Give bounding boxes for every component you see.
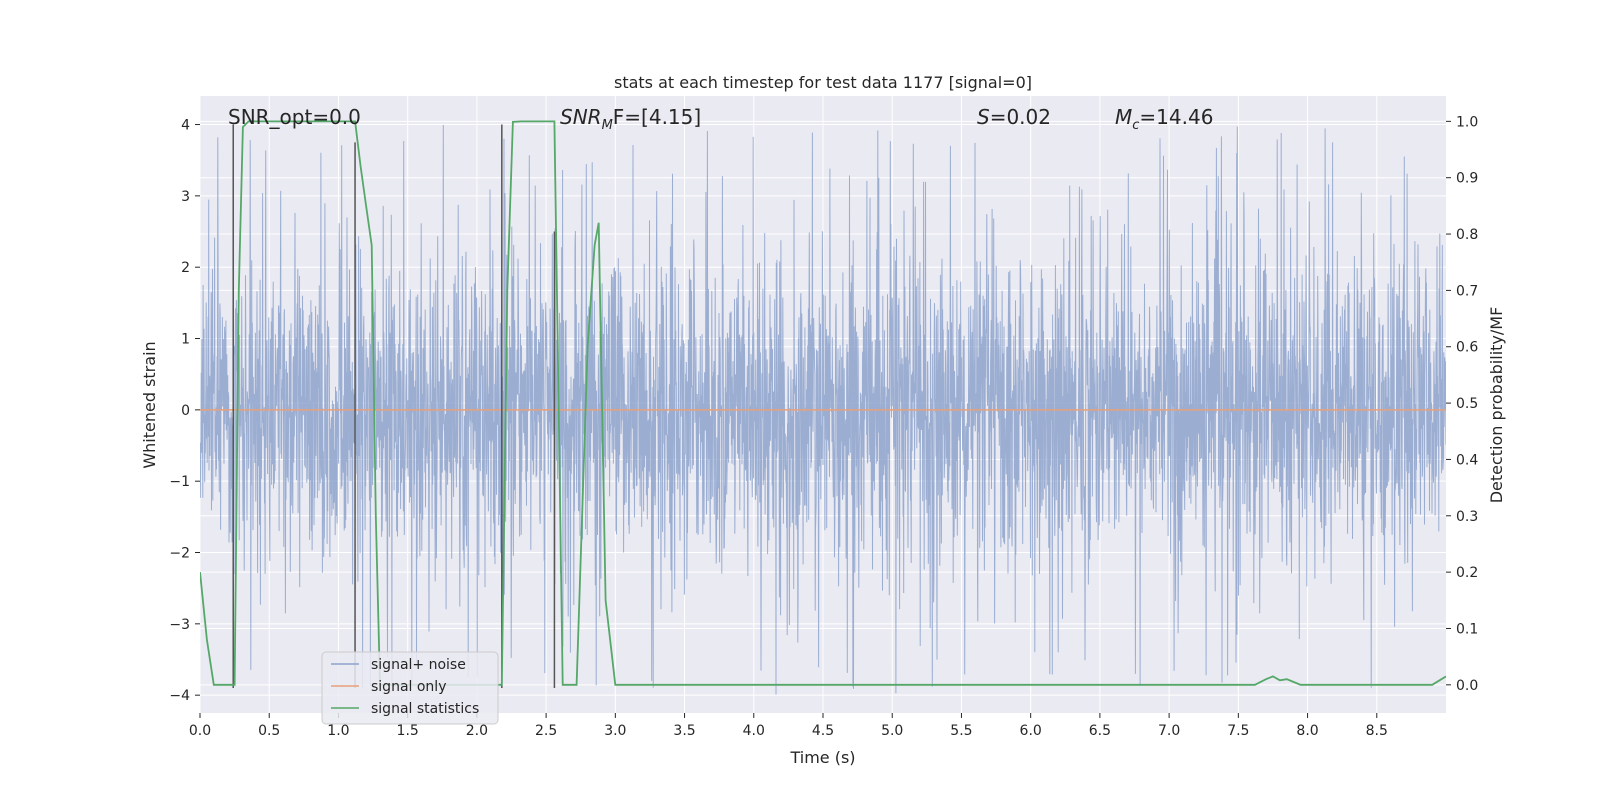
legend-entry-noise: signal+ noise	[371, 657, 466, 673]
y-right-tick-label: 0.0	[1456, 678, 1478, 694]
legend: signal+ noise signal only signal statist…	[321, 651, 499, 725]
y-tick-label: −3	[169, 617, 190, 633]
x-tick-label: 0.0	[189, 723, 211, 739]
x-tick-label: 3.5	[673, 723, 695, 739]
y-tick-label: −4	[169, 688, 190, 704]
snr-mf-prefix: SNR	[560, 105, 602, 129]
legend-entry-statistics: signal statistics	[371, 701, 479, 717]
x-tick-label: 4.0	[743, 723, 765, 739]
y-tick-label: −2	[169, 546, 190, 562]
y-axis-label: Whitened strain	[140, 341, 159, 468]
x-axis-label: Time (s)	[789, 748, 855, 767]
x-tick-label: 2.5	[535, 723, 557, 739]
y-right-tick-label: 0.9	[1456, 171, 1478, 187]
noise-series	[200, 124, 1446, 695]
series-signal-noise	[200, 124, 1446, 695]
ticks: 0.0 0.5 1.0 1.5 2.0 2.5 3.0 3.5 4.0 4.5 5.0 5.5 6.0 6…	[169, 114, 1478, 739]
y-right-tick-label: 1.0	[1456, 114, 1478, 130]
series-layer	[200, 120, 1446, 689]
x-tick-label: 2.0	[466, 723, 488, 739]
y-right-tick-label: 0.1	[1456, 621, 1478, 637]
x-tick-label: 1.0	[327, 723, 349, 739]
y-right-tick-label: 0.8	[1456, 227, 1478, 243]
mc-subscript: c	[1132, 118, 1139, 133]
annotation-snr-opt: SNR_opt=0.0	[228, 105, 361, 129]
annotation-s: S=0.02	[977, 105, 1051, 129]
mc-symbol: M	[1115, 105, 1132, 129]
y-right-tick-label: 0.6	[1456, 340, 1478, 356]
snr-mf-subscript: M	[602, 118, 613, 133]
x-tick-label: 0.5	[258, 723, 280, 739]
series-signal-statistics	[200, 120, 1446, 686]
legend-box	[321, 651, 499, 725]
legend-entry-signal-only: signal only	[371, 679, 446, 695]
y-right-tick-label: 0.4	[1456, 452, 1478, 468]
y-right-tick-label: 0.7	[1456, 283, 1478, 299]
x-tick-label: 1.5	[397, 723, 419, 739]
y-tick-label: 4	[181, 118, 190, 134]
y-tick-label: −1	[169, 474, 190, 490]
y-right-tick-label: 0.5	[1456, 396, 1478, 412]
y-right-tick-label: 0.2	[1456, 565, 1478, 581]
x-tick-label: 5.0	[881, 723, 903, 739]
x-tick-label: 8.5	[1366, 723, 1388, 739]
x-tick-label: 7.5	[1227, 723, 1249, 739]
chart-title: stats at each timestep for test data 117…	[614, 73, 1032, 92]
y-tick-label: 2	[181, 260, 190, 276]
x-tick-label: 6.0	[1020, 723, 1042, 739]
x-tick-label: 4.5	[812, 723, 834, 739]
y-tick-label: 1	[181, 332, 190, 348]
y-tick-label: 3	[181, 189, 190, 205]
x-tick-label: 8.0	[1296, 723, 1318, 739]
x-tick-label: 5.5	[950, 723, 972, 739]
x-tick-label: 6.5	[1089, 723, 1111, 739]
s-value: =0.02	[990, 105, 1051, 129]
x-tick-label: 7.0	[1158, 723, 1180, 739]
y-axis-right-label: Detection probability/MF	[1487, 307, 1506, 504]
annotation-snr-mf: SNRMF=[4.15]	[560, 105, 701, 133]
s-symbol: S	[977, 105, 990, 129]
annotation-mc: Mc=14.46	[1115, 105, 1213, 133]
y-tick-label: 0	[181, 403, 190, 419]
mc-value: =14.46	[1139, 105, 1213, 129]
x-tick-label: 3.0	[604, 723, 626, 739]
snr-mf-suffix: F=[4.15]	[613, 105, 701, 129]
y-right-tick-label: 0.3	[1456, 509, 1478, 525]
